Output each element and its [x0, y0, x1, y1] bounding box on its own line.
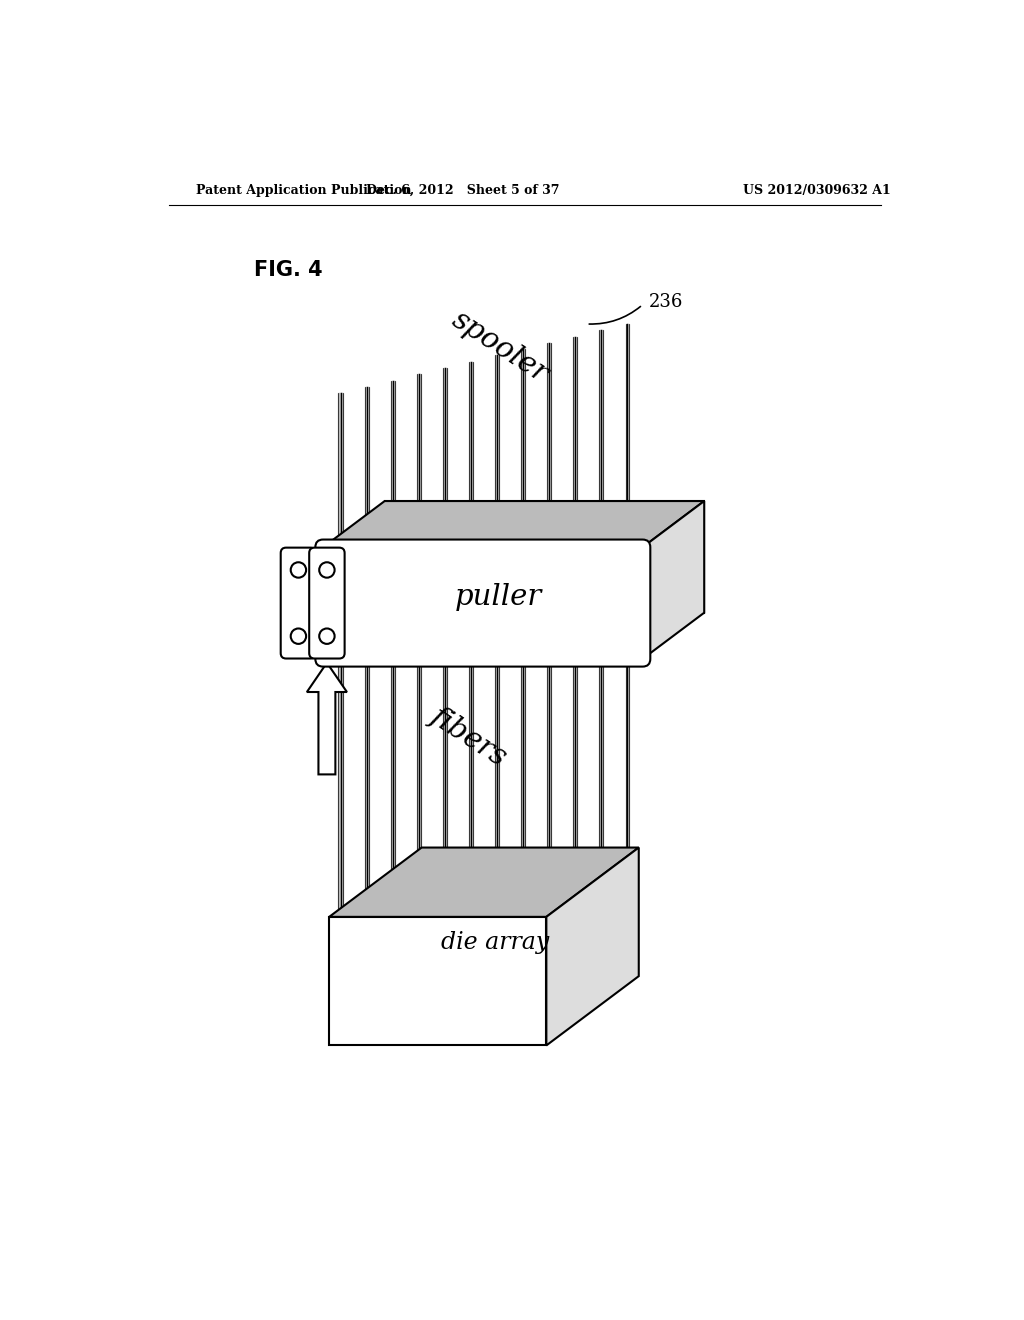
- Text: 236: 236: [649, 293, 683, 312]
- Circle shape: [319, 562, 335, 578]
- FancyBboxPatch shape: [315, 540, 650, 667]
- FancyBboxPatch shape: [309, 548, 345, 659]
- Text: fibers: fibers: [426, 701, 513, 771]
- Polygon shape: [547, 847, 639, 1045]
- Text: puller: puller: [455, 583, 542, 611]
- Polygon shape: [330, 847, 639, 917]
- Polygon shape: [330, 917, 547, 1045]
- Text: die array: die array: [441, 931, 550, 954]
- Circle shape: [319, 628, 335, 644]
- Text: FIG. 4: FIG. 4: [254, 260, 323, 280]
- Polygon shape: [385, 502, 705, 612]
- Circle shape: [291, 628, 306, 644]
- Polygon shape: [307, 663, 347, 775]
- Circle shape: [291, 562, 306, 578]
- Text: spooler: spooler: [446, 306, 554, 388]
- Polygon shape: [323, 502, 705, 548]
- Polygon shape: [643, 502, 705, 659]
- Text: US 2012/0309632 A1: US 2012/0309632 A1: [742, 185, 891, 197]
- Text: Dec. 6, 2012   Sheet 5 of 37: Dec. 6, 2012 Sheet 5 of 37: [367, 185, 560, 197]
- FancyBboxPatch shape: [281, 548, 316, 659]
- Text: 232: 232: [665, 540, 698, 558]
- Text: Patent Application Publication: Patent Application Publication: [196, 185, 412, 197]
